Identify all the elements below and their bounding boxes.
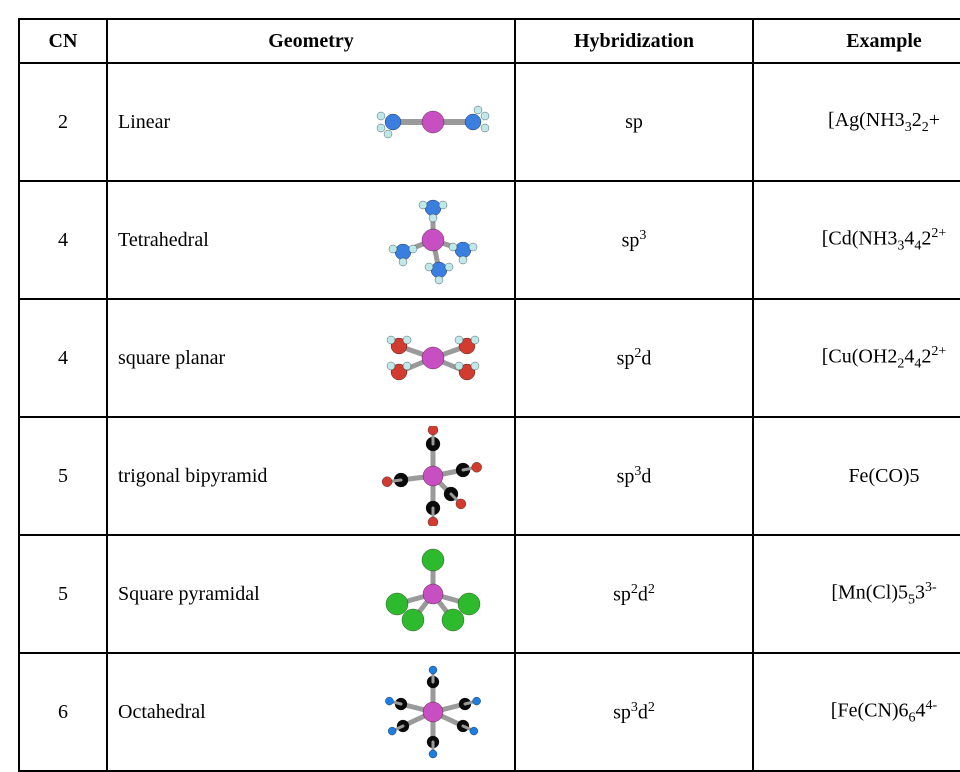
cell-example: [Mn(Cl)5533- (753, 535, 960, 653)
table-row: 4 square planar sp2d [Cu(OH224422+ (19, 299, 960, 417)
cell-hybridization: sp3d2 (515, 653, 753, 771)
molecule-model-icon (358, 190, 508, 290)
cell-example: [Cd(NH334422+ (753, 181, 960, 299)
cell-geometry: Square pyramidal (107, 535, 515, 653)
header-geo: Geometry (107, 19, 515, 63)
table-header: CN Geometry Hybridization Example (19, 19, 960, 63)
cell-geometry: Linear (107, 63, 515, 181)
molecule-model-icon (358, 662, 508, 762)
cell-cn: 4 (19, 181, 107, 299)
table-row: 5 trigonal bipyramid sp3d Fe(CO)5 (19, 417, 960, 535)
geometry-label: Octahedral (118, 701, 206, 724)
cell-hybridization: sp (515, 63, 753, 181)
molecule-model-icon (358, 544, 508, 644)
cell-cn: 5 (19, 417, 107, 535)
geometry-label: trigonal bipyramid (118, 465, 267, 488)
header-hyb: Hybridization (515, 19, 753, 63)
cell-hybridization: sp2d (515, 299, 753, 417)
table-row: 6 Octahedral sp3d2 [Fe(CN)6644- (19, 653, 960, 771)
cell-cn: 6 (19, 653, 107, 771)
cell-geometry: square planar (107, 299, 515, 417)
header-cn: CN (19, 19, 107, 63)
cell-geometry: Octahedral (107, 653, 515, 771)
cell-example: [Fe(CN)6644- (753, 653, 960, 771)
cell-example: [Cu(OH224422+ (753, 299, 960, 417)
molecule-model-icon (358, 72, 508, 172)
cell-hybridization: sp3d (515, 417, 753, 535)
molecule-model-icon (358, 308, 508, 408)
table-row: 5 Square pyramidal sp2d2 [Mn(Cl)5533- (19, 535, 960, 653)
molecule-model-icon (358, 426, 508, 526)
table-row: 2 Linear sp [Ag(NH3322+ (19, 63, 960, 181)
table-body: 2 Linear sp [Ag(NH3322+ 4 Tetrahedral sp… (19, 63, 960, 771)
header-ex: Example (753, 19, 960, 63)
cell-hybridization: sp3 (515, 181, 753, 299)
cell-cn: 5 (19, 535, 107, 653)
cell-cn: 2 (19, 63, 107, 181)
geometry-label: square planar (118, 347, 225, 370)
cell-geometry: Tetrahedral (107, 181, 515, 299)
cell-example: [Ag(NH3322+ (753, 63, 960, 181)
cell-example: Fe(CO)5 (753, 417, 960, 535)
geometry-label: Square pyramidal (118, 583, 260, 606)
geometry-label: Tetrahedral (118, 229, 209, 252)
cell-cn: 4 (19, 299, 107, 417)
table-row: 4 Tetrahedral sp3 [Cd(NH334422+ (19, 181, 960, 299)
cell-geometry: trigonal bipyramid (107, 417, 515, 535)
geometry-label: Linear (118, 111, 170, 134)
geometry-table: CN Geometry Hybridization Example 2 Line… (18, 18, 960, 772)
cell-hybridization: sp2d2 (515, 535, 753, 653)
